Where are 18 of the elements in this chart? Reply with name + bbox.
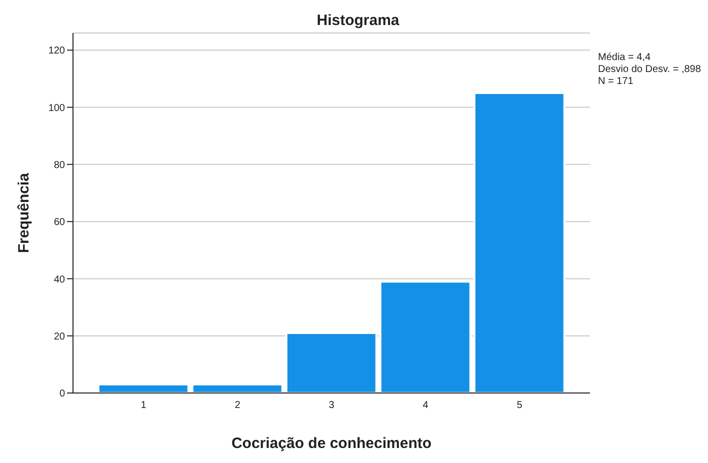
y-tick-label: 120 <box>48 46 66 57</box>
y-axis-title: Frequência <box>15 172 32 254</box>
y-tick-label: 20 <box>54 331 66 342</box>
x-tick-label: 4 <box>422 400 429 412</box>
text: Média = 4,4 <box>598 52 652 64</box>
text: N = 171 <box>598 76 634 88</box>
x-tick-label: 1 <box>140 400 147 412</box>
x-axis-title: Cocriação de conhecimento <box>231 435 432 452</box>
x-tick-label: 5 <box>516 400 523 412</box>
x-tick-label: 2 <box>234 400 241 412</box>
x-tick-label: 3 <box>328 400 335 412</box>
y-tick-label: 0 <box>59 388 66 400</box>
y-tick-label: 60 <box>54 217 66 228</box>
y-tick-label: 40 <box>54 274 66 286</box>
text: Desvio do Desv. = ,898 <box>598 64 701 76</box>
y-tick-label: 80 <box>54 160 66 171</box>
y-tick-label: 100 <box>48 102 66 114</box>
chart-title: Histograma <box>316 12 400 29</box>
